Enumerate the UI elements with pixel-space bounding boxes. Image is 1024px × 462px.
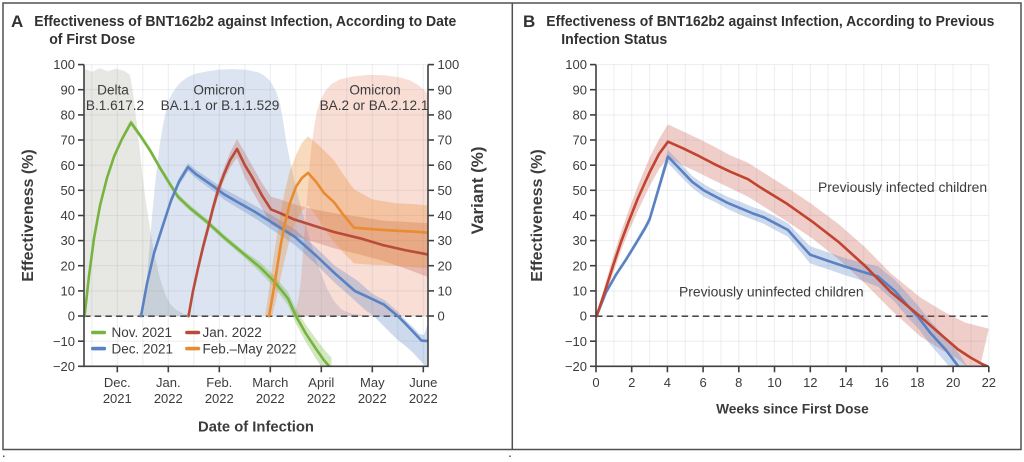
svg-text:Omicron: Omicron (349, 83, 400, 98)
svg-text:A: A (11, 12, 23, 31)
svg-text:BA.1.1 or B.1.1.529: BA.1.1 or B.1.1.529 (161, 98, 280, 113)
svg-text:60: 60 (573, 158, 587, 173)
svg-text:20: 20 (438, 258, 452, 273)
svg-text:April: April (308, 375, 334, 390)
svg-text:100: 100 (438, 57, 460, 72)
svg-text:30: 30 (573, 233, 587, 248)
svg-text:18: 18 (910, 375, 924, 390)
svg-text:40: 40 (573, 208, 587, 223)
svg-text:70: 70 (61, 133, 75, 148)
svg-text:60: 60 (438, 158, 452, 173)
svg-text:Delta: Delta (97, 83, 129, 98)
svg-text:12: 12 (803, 375, 817, 390)
svg-text:Nov. 2021: Nov. 2021 (112, 325, 173, 340)
svg-text:90: 90 (438, 82, 452, 97)
svg-text:Effectiveness (%): Effectiveness (%) (529, 149, 546, 282)
svg-text:0: 0 (438, 309, 445, 324)
svg-text:Date of Infection: Date of Infection (198, 420, 314, 436)
svg-text:−10: −10 (565, 334, 587, 349)
svg-text:Feb.–May 2022: Feb.–May 2022 (203, 341, 297, 356)
svg-text:8: 8 (735, 375, 742, 390)
svg-text:20: 20 (61, 258, 75, 273)
svg-text:20: 20 (573, 258, 587, 273)
svg-text:−10: −10 (53, 334, 75, 349)
svg-text:Previously infected children: Previously infected children (818, 179, 987, 195)
svg-text:100: 100 (53, 57, 75, 72)
svg-text:Dec.: Dec. (104, 375, 131, 390)
svg-text:March: March (252, 375, 288, 390)
svg-text:Omicron: Omicron (193, 83, 244, 98)
svg-text:4: 4 (664, 375, 671, 390)
svg-text:Jan. 2022: Jan. 2022 (203, 325, 262, 340)
svg-text:BA.2 or BA.2.12.1: BA.2 or BA.2.12.1 (320, 98, 429, 113)
svg-text:0: 0 (68, 309, 75, 324)
svg-text:2022: 2022 (409, 391, 438, 406)
svg-text:80: 80 (61, 108, 75, 123)
svg-text:Variant (%): Variant (%) (468, 146, 487, 234)
svg-text:70: 70 (438, 133, 452, 148)
svg-text:Weeks since First Dose: Weeks since First Dose (716, 402, 869, 417)
svg-text:100: 100 (565, 57, 587, 72)
svg-text:May: May (360, 375, 385, 390)
svg-text:6: 6 (699, 375, 706, 390)
svg-text:Effectiveness (%): Effectiveness (%) (20, 149, 37, 282)
svg-text:Previously uninfected children: Previously uninfected children (679, 284, 864, 300)
svg-text:Effectiveness of BNT162b2 agai: Effectiveness of BNT162b2 against Infect… (34, 14, 456, 30)
svg-text:2021: 2021 (103, 391, 132, 406)
svg-text:10: 10 (767, 375, 781, 390)
svg-text:B: B (523, 12, 535, 31)
svg-text:40: 40 (61, 208, 75, 223)
svg-text:20: 20 (946, 375, 960, 390)
svg-text:Effectiveness of BNT162b2 agai: Effectiveness of BNT162b2 against Infect… (546, 14, 994, 30)
svg-text:2022: 2022 (205, 391, 234, 406)
svg-text:10: 10 (573, 284, 587, 299)
svg-text:0: 0 (592, 375, 599, 390)
svg-text:Feb.: Feb. (206, 375, 232, 390)
svg-text:90: 90 (61, 82, 75, 97)
svg-text:Jan.: Jan. (156, 375, 181, 390)
svg-text:70: 70 (573, 133, 587, 148)
svg-text:B.1.617.2: B.1.617.2 (86, 98, 144, 113)
svg-text:16: 16 (874, 375, 888, 390)
svg-text:30: 30 (438, 233, 452, 248)
svg-text:30: 30 (61, 233, 75, 248)
svg-text:50: 50 (438, 183, 452, 198)
svg-text:0: 0 (580, 309, 587, 324)
svg-text:Dec. 2021: Dec. 2021 (112, 341, 174, 356)
svg-text:60: 60 (61, 158, 75, 173)
svg-text:10: 10 (438, 284, 452, 299)
svg-text:2: 2 (628, 375, 635, 390)
svg-text:June: June (409, 375, 437, 390)
svg-text:−20: −20 (565, 359, 587, 374)
svg-text:80: 80 (438, 108, 452, 123)
svg-text:80: 80 (573, 108, 587, 123)
svg-text:22: 22 (982, 375, 996, 390)
svg-text:−20: −20 (53, 359, 75, 374)
svg-text:of First Dose: of First Dose (49, 32, 135, 48)
svg-text:90: 90 (573, 82, 587, 97)
svg-text:2022: 2022 (358, 391, 387, 406)
svg-text:2022: 2022 (307, 391, 336, 406)
svg-text:2022: 2022 (256, 391, 285, 406)
svg-text:40: 40 (438, 208, 452, 223)
svg-text:50: 50 (61, 183, 75, 198)
svg-text:Infection Status: Infection Status (561, 32, 667, 48)
svg-text:50: 50 (573, 183, 587, 198)
svg-text:10: 10 (61, 284, 75, 299)
svg-text:2022: 2022 (154, 391, 183, 406)
svg-text:14: 14 (839, 375, 853, 390)
